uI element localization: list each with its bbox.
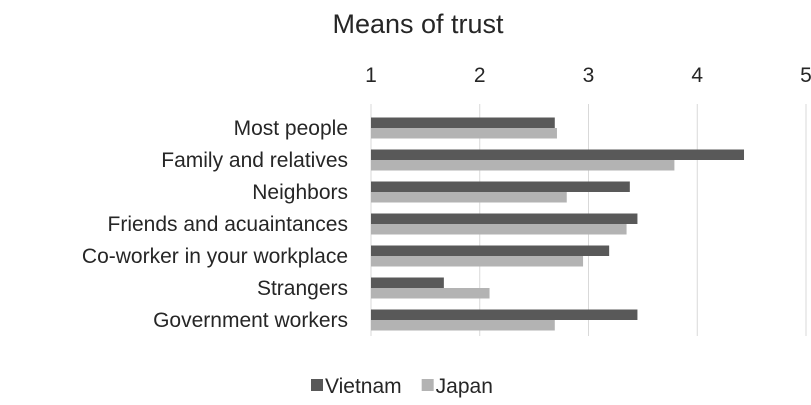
category-label: Strangers bbox=[257, 277, 348, 300]
bar-vietnam bbox=[371, 309, 638, 320]
bar-vietnam bbox=[371, 117, 555, 128]
bar-vietnam bbox=[371, 213, 638, 224]
bar-vietnam bbox=[371, 181, 630, 192]
x-tick-label: 2 bbox=[474, 64, 486, 87]
bar-vietnam bbox=[371, 149, 745, 160]
legend: Vietnam Japan bbox=[311, 375, 493, 398]
legend-swatch-japan bbox=[421, 379, 434, 391]
bar-japan bbox=[371, 128, 557, 139]
category-label: Government workers bbox=[153, 309, 348, 332]
x-axis-ticks: 1 2 3 4 5 bbox=[365, 64, 811, 87]
bar-japan bbox=[371, 192, 567, 203]
x-tick-label: 3 bbox=[583, 64, 595, 87]
bar-japan bbox=[371, 288, 490, 299]
category-label: Most people bbox=[234, 117, 348, 140]
x-tick-label: 4 bbox=[691, 64, 703, 87]
chart-title: Means of trust bbox=[332, 9, 504, 39]
category-label: Neighbors bbox=[252, 181, 348, 204]
bars bbox=[371, 117, 745, 331]
bar-japan bbox=[371, 160, 675, 171]
category-label: Family and relatives bbox=[161, 149, 348, 172]
bar-japan bbox=[371, 320, 555, 331]
category-label: Friends and acuaintances bbox=[108, 213, 349, 236]
category-label: Co-worker in your workplace bbox=[82, 245, 348, 268]
bar-japan bbox=[371, 256, 584, 267]
bar-vietnam bbox=[371, 277, 444, 288]
category-labels: Most people Family and relatives Neighbors… bbox=[82, 117, 348, 332]
x-tick-label: 1 bbox=[365, 64, 377, 87]
bar-vietnam bbox=[371, 245, 610, 256]
bar-japan bbox=[371, 224, 627, 235]
legend-swatch-vietnam bbox=[311, 379, 323, 391]
legend-label-japan: Japan bbox=[436, 375, 493, 398]
x-tick-label: 5 bbox=[800, 64, 811, 87]
legend-label-vietnam: Vietnam bbox=[325, 375, 402, 398]
